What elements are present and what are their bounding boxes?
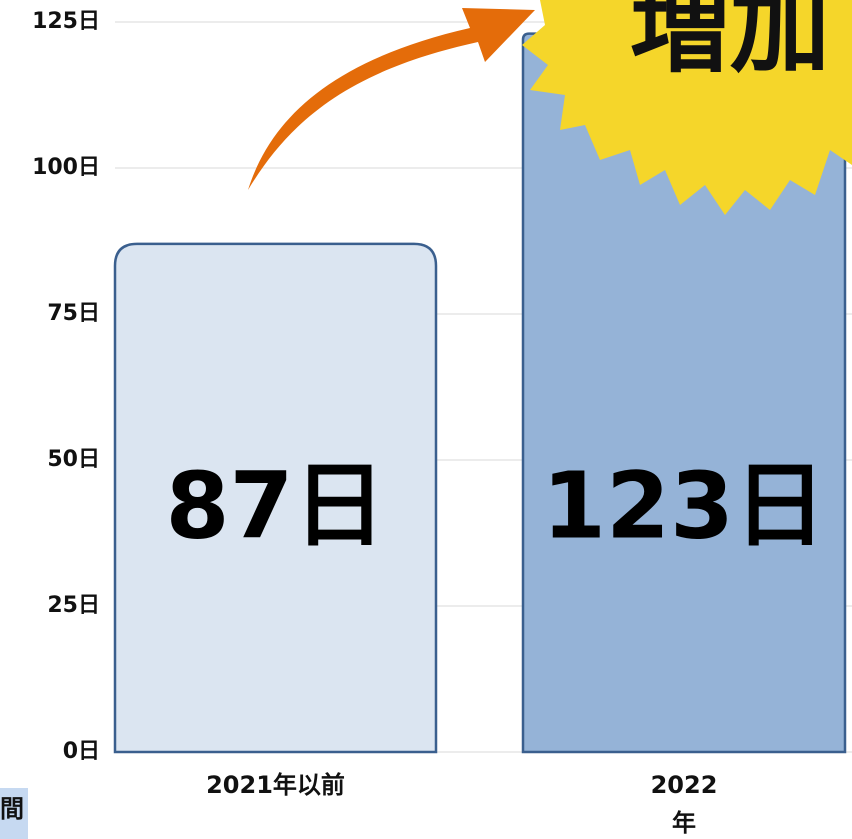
annotation: 増加 <box>630 0 830 86</box>
x-tick-label: 2022年 <box>649 766 719 839</box>
y-tick-label: 50日 <box>47 447 100 472</box>
fragment: 間 <box>0 795 24 823</box>
y-tick-label: 125日 <box>32 9 100 34</box>
x-tick-label: 2021年以前 <box>206 766 346 804</box>
value-label: 87日 <box>165 452 385 559</box>
y-tick-label: 25日 <box>47 593 100 618</box>
y-tick-label: 0日 <box>63 739 100 764</box>
x-tick-label-box: 2022年 <box>609 766 759 839</box>
chart: 増加 間 0日 25日 50日 75日 100日 125日 87日 2021年以前 123日 20… <box>0 0 852 839</box>
y-tick-label: 75日 <box>47 301 100 326</box>
y-tick-label: 100日 <box>32 155 100 180</box>
value-label: 123日 <box>542 452 826 559</box>
arrow <box>248 8 535 190</box>
page: {"chart_data": {"type": "bar", "categori… <box>0 0 852 839</box>
x-tick-label-box: 2021年以前 <box>201 766 351 839</box>
